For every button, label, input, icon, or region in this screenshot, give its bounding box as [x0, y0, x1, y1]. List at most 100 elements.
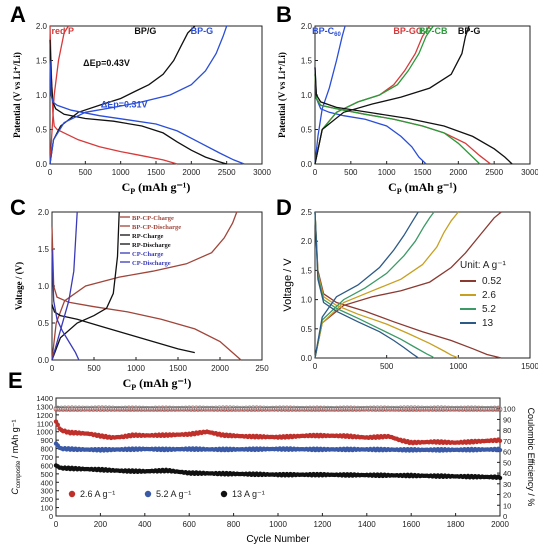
y-tick-label: 0.5	[301, 126, 313, 135]
series-line	[51, 211, 78, 361]
series-line	[314, 211, 502, 359]
x-tick-label: 600	[183, 520, 197, 529]
y-tick-label: 700	[40, 453, 53, 462]
data-point	[231, 405, 236, 411]
data-point	[110, 405, 116, 411]
y-tick-label: 500	[40, 470, 53, 479]
legend-label: 2.6 A g⁻¹	[80, 489, 115, 499]
data-point	[270, 405, 275, 411]
x-tick-label: 1000	[449, 362, 467, 371]
data-point	[392, 405, 398, 411]
data-point	[87, 405, 93, 411]
data-point	[453, 405, 458, 411]
data-point	[362, 405, 368, 411]
y-tick-label: 1.5	[36, 57, 48, 66]
y-right-tick-label: 100	[503, 405, 516, 414]
data-point	[487, 406, 492, 411]
data-point	[181, 406, 187, 411]
data-point	[142, 406, 148, 411]
x-tick-label: 2000	[182, 168, 200, 177]
data-point	[295, 405, 300, 411]
data-point	[389, 405, 394, 411]
data-point	[302, 406, 307, 411]
y-right-tick-label: 40	[503, 469, 511, 478]
data-point	[204, 405, 210, 411]
y-right-tick-label: 30	[503, 480, 511, 489]
legend-label: 5.2 A g⁻¹	[156, 489, 191, 499]
y-axis-label: Ccomposite / mAh g⁻¹	[10, 419, 22, 494]
data-point	[78, 406, 84, 411]
data-point	[297, 406, 302, 411]
data-point	[114, 405, 119, 411]
panel-c: C 0 500 1000 1500 2000 250 0.0 0.5 1.0 1.5 2.0 CP (m…	[10, 195, 269, 392]
data-point	[55, 405, 61, 411]
legend-label: RP-Discharge	[132, 242, 171, 249]
x-tick-label: 2500	[485, 168, 503, 177]
series-line	[314, 211, 502, 359]
legend-label: 13	[482, 318, 494, 329]
data-point	[117, 405, 123, 411]
legend-label: CP-Charge	[132, 251, 164, 258]
y-tick-label: 2.0	[301, 22, 313, 31]
series-line	[51, 226, 242, 361]
data-point	[82, 405, 87, 411]
x-tick-label: 1500	[521, 362, 538, 371]
data-point	[170, 405, 176, 411]
y-tick-label: 1000	[36, 428, 53, 437]
data-point	[53, 419, 59, 424]
x-tick-label: 0	[54, 520, 59, 529]
series-line	[49, 60, 245, 165]
series-line	[49, 25, 69, 165]
data-point	[360, 405, 366, 411]
series-points	[53, 463, 503, 481]
y-tick-label: 1.5	[301, 57, 313, 66]
y-tick-label: 200	[40, 495, 53, 504]
data-point	[211, 406, 217, 411]
data-point	[334, 405, 339, 411]
series-line	[51, 211, 238, 361]
y-tick-label: 600	[40, 461, 53, 470]
data-point	[366, 406, 371, 411]
data-point	[83, 405, 89, 411]
data-point	[327, 406, 332, 411]
panel-letter: A	[10, 2, 26, 27]
x-tick-label: 1500	[414, 168, 432, 177]
y-tick-label: 300	[40, 487, 53, 496]
y-axis-label: Voltage / V	[282, 258, 294, 312]
panel-e: E0 200 400 600 800 1000 1200 1400 1600 1800 200001…	[8, 368, 536, 545]
data-point	[449, 405, 455, 411]
data-point	[243, 405, 249, 411]
data-point	[115, 405, 121, 411]
x-tick-label: 3000	[253, 168, 271, 177]
data-point	[241, 405, 247, 411]
y-tick-label: 1.0	[38, 282, 50, 291]
series-line	[49, 25, 196, 165]
data-point	[424, 405, 430, 411]
y-tick-label: 1.5	[301, 266, 313, 275]
data-point	[85, 405, 91, 411]
data-point	[265, 405, 270, 411]
annotation: BP/G	[134, 26, 156, 36]
y-right-tick-label: 90	[503, 415, 511, 424]
x-tick-label: 1000	[269, 520, 287, 529]
x-tick-label: 500	[87, 364, 101, 373]
annotation: BP-C60	[312, 26, 341, 38]
series-points	[53, 419, 503, 446]
y-tick-label: 0.0	[38, 356, 50, 365]
plot-frame	[314, 211, 531, 359]
panel-letter: E	[8, 368, 23, 393]
data-point	[446, 405, 451, 411]
data-point	[455, 405, 460, 411]
legend-marker	[144, 490, 152, 498]
data-point	[300, 405, 306, 411]
x-tick-label: 2000	[491, 520, 509, 529]
data-point	[236, 405, 242, 411]
x-tick-label: 1600	[402, 520, 420, 529]
legend-label: RP-Charge	[132, 233, 164, 240]
data-point	[385, 405, 391, 411]
x-tick-label: 1500	[147, 168, 165, 177]
data-point	[149, 405, 155, 411]
x-tick-label: 1000	[127, 364, 145, 373]
data-point	[479, 405, 485, 411]
y-tick-label: 900	[40, 436, 53, 445]
